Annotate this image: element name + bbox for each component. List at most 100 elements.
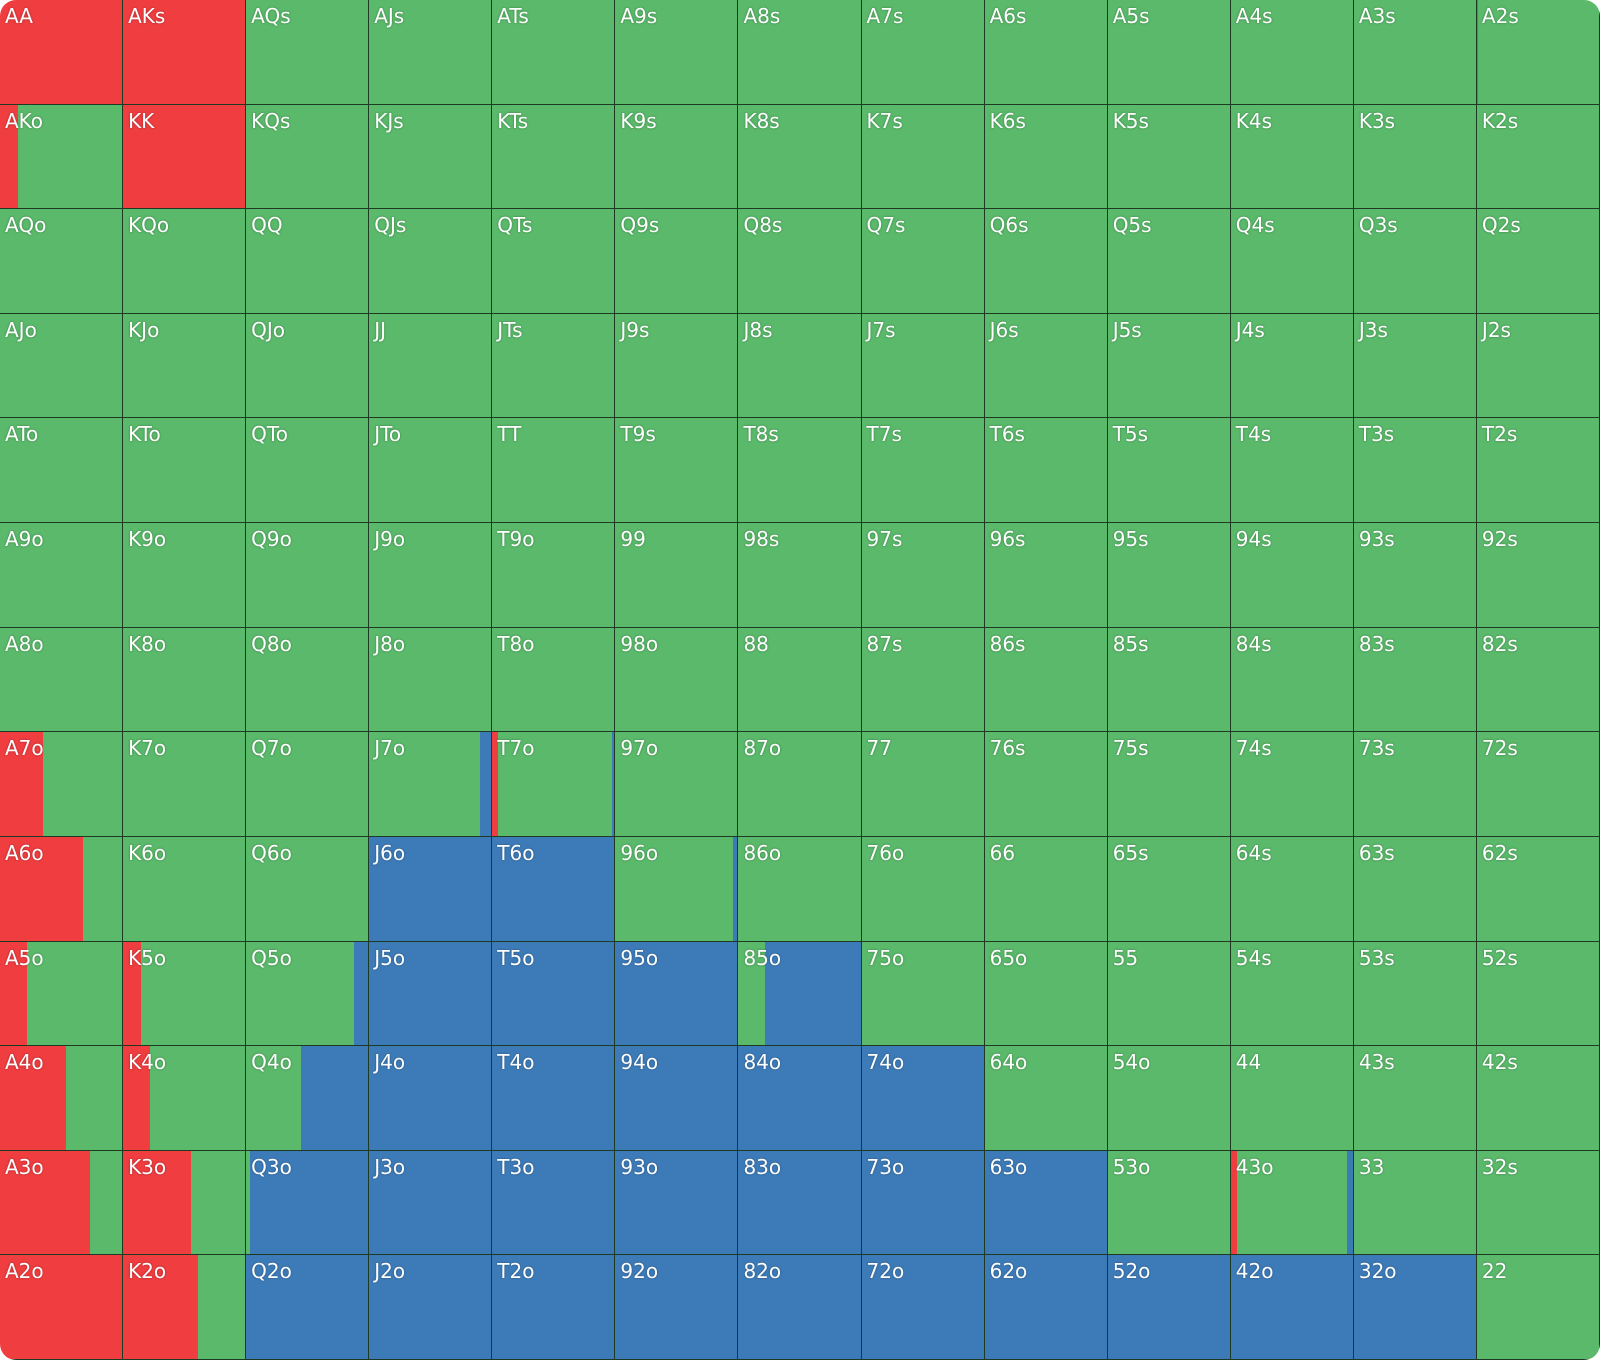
hand-cell[interactable]: 82o <box>738 1255 862 1360</box>
hand-cell[interactable]: 97o <box>615 732 739 837</box>
hand-cell[interactable]: T2o <box>492 1255 616 1360</box>
hand-cell[interactable]: A9o <box>0 523 124 628</box>
hand-cell[interactable]: 62s <box>1476 836 1600 942</box>
hand-cell[interactable]: J9o <box>369 523 493 628</box>
hand-cell[interactable]: AQs <box>246 0 370 105</box>
hand-cell[interactable]: Q6o <box>246 836 370 942</box>
hand-cell[interactable]: 83o <box>738 1150 862 1256</box>
hand-cell[interactable]: 98s <box>738 523 862 628</box>
hand-cell[interactable]: T8s <box>738 418 862 524</box>
hand-cell[interactable]: J3o <box>369 1150 493 1256</box>
hand-cell[interactable]: J2s <box>1476 313 1600 419</box>
hand-cell[interactable]: T7s <box>861 418 985 524</box>
hand-cell[interactable]: 76s <box>984 732 1108 837</box>
hand-cell[interactable]: 65o <box>984 941 1108 1047</box>
hand-cell[interactable]: 22 <box>1476 1255 1600 1360</box>
hand-cell[interactable]: J7s <box>861 313 985 419</box>
hand-cell[interactable]: A4o <box>0 1046 124 1151</box>
hand-cell[interactable]: 85o <box>738 941 862 1047</box>
hand-cell[interactable]: J8s <box>738 313 862 419</box>
hand-cell[interactable]: K8o <box>123 627 247 733</box>
hand-cell[interactable]: 32o <box>1353 1255 1477 1360</box>
hand-cell[interactable]: 74s <box>1230 732 1354 837</box>
hand-cell[interactable]: 94s <box>1230 523 1354 628</box>
hand-cell[interactable]: T2s <box>1476 418 1600 524</box>
hand-cell[interactable]: AKs <box>123 0 247 105</box>
hand-cell[interactable]: 86s <box>984 627 1108 733</box>
hand-cell[interactable]: A7s <box>861 0 985 105</box>
hand-cell[interactable]: 73o <box>861 1150 985 1256</box>
hand-cell[interactable]: 66 <box>984 836 1108 942</box>
hand-cell[interactable]: 74o <box>861 1046 985 1151</box>
hand-cell[interactable]: 72o <box>861 1255 985 1360</box>
hand-cell[interactable]: JTs <box>492 313 616 419</box>
hand-cell[interactable]: QJo <box>246 313 370 419</box>
hand-cell[interactable]: K9o <box>123 523 247 628</box>
hand-cell[interactable]: J6s <box>984 313 1108 419</box>
hand-cell[interactable]: 42s <box>1476 1046 1600 1151</box>
hand-cell[interactable]: Q6s <box>984 209 1108 314</box>
hand-cell[interactable]: 65s <box>1107 836 1231 942</box>
hand-cell[interactable]: T5o <box>492 941 616 1047</box>
hand-cell[interactable]: K6o <box>123 836 247 942</box>
hand-cell[interactable]: 62o <box>984 1255 1108 1360</box>
hand-cell[interactable]: J5o <box>369 941 493 1047</box>
hand-cell[interactable]: KTs <box>492 104 616 210</box>
hand-cell[interactable]: T4o <box>492 1046 616 1151</box>
hand-cell[interactable]: K2s <box>1476 104 1600 210</box>
hand-cell[interactable]: T3s <box>1353 418 1477 524</box>
hand-cell[interactable]: Q4s <box>1230 209 1354 314</box>
hand-cell[interactable]: K4o <box>123 1046 247 1151</box>
hand-cell[interactable]: J8o <box>369 627 493 733</box>
hand-cell[interactable]: T6o <box>492 836 616 942</box>
hand-cell[interactable]: 93s <box>1353 523 1477 628</box>
hand-cell[interactable]: 85s <box>1107 627 1231 733</box>
hand-cell[interactable]: K4s <box>1230 104 1354 210</box>
hand-cell[interactable]: Q3s <box>1353 209 1477 314</box>
hand-cell[interactable]: AJo <box>0 313 124 419</box>
hand-cell[interactable]: Q7s <box>861 209 985 314</box>
hand-cell[interactable]: JJ <box>369 313 493 419</box>
hand-cell[interactable]: A6o <box>0 836 124 942</box>
hand-cell[interactable]: 52o <box>1107 1255 1231 1360</box>
hand-cell[interactable]: QQ <box>246 209 370 314</box>
hand-cell[interactable]: KTo <box>123 418 247 524</box>
hand-cell[interactable]: 96o <box>615 836 739 942</box>
hand-cell[interactable]: J4o <box>369 1046 493 1151</box>
hand-cell[interactable]: KJo <box>123 313 247 419</box>
hand-cell[interactable]: 95s <box>1107 523 1231 628</box>
hand-cell[interactable]: 77 <box>861 732 985 837</box>
hand-cell[interactable]: Q5s <box>1107 209 1231 314</box>
hand-cell[interactable]: 32s <box>1476 1150 1600 1256</box>
hand-cell[interactable]: K6s <box>984 104 1108 210</box>
hand-cell[interactable]: A6s <box>984 0 1108 105</box>
hand-cell[interactable]: A9s <box>615 0 739 105</box>
hand-cell[interactable]: 42o <box>1230 1255 1354 1360</box>
hand-cell[interactable]: T3o <box>492 1150 616 1256</box>
hand-cell[interactable]: Q8s <box>738 209 862 314</box>
hand-cell[interactable]: J5s <box>1107 313 1231 419</box>
hand-cell[interactable]: T9o <box>492 523 616 628</box>
hand-cell[interactable]: 43s <box>1353 1046 1477 1151</box>
hand-cell[interactable]: J6o <box>369 836 493 942</box>
hand-cell[interactable]: A2s <box>1476 0 1600 105</box>
hand-cell[interactable]: 84o <box>738 1046 862 1151</box>
hand-cell[interactable]: J4s <box>1230 313 1354 419</box>
hand-cell[interactable]: 87o <box>738 732 862 837</box>
hand-cell[interactable]: 52s <box>1476 941 1600 1047</box>
hand-cell[interactable]: 88 <box>738 627 862 733</box>
hand-cell[interactable]: Q2o <box>246 1255 370 1360</box>
hand-cell[interactable]: 53s <box>1353 941 1477 1047</box>
hand-cell[interactable]: J9s <box>615 313 739 419</box>
hand-cell[interactable]: AA <box>0 0 124 105</box>
hand-cell[interactable]: 64o <box>984 1046 1108 1151</box>
hand-cell[interactable]: T8o <box>492 627 616 733</box>
hand-cell[interactable]: A5o <box>0 941 124 1047</box>
hand-cell[interactable]: K5s <box>1107 104 1231 210</box>
hand-cell[interactable]: QTs <box>492 209 616 314</box>
hand-cell[interactable]: 84s <box>1230 627 1354 733</box>
hand-cell[interactable]: 72s <box>1476 732 1600 837</box>
hand-cell[interactable]: Q7o <box>246 732 370 837</box>
hand-cell[interactable]: KK <box>123 104 247 210</box>
hand-cell[interactable]: KQs <box>246 104 370 210</box>
